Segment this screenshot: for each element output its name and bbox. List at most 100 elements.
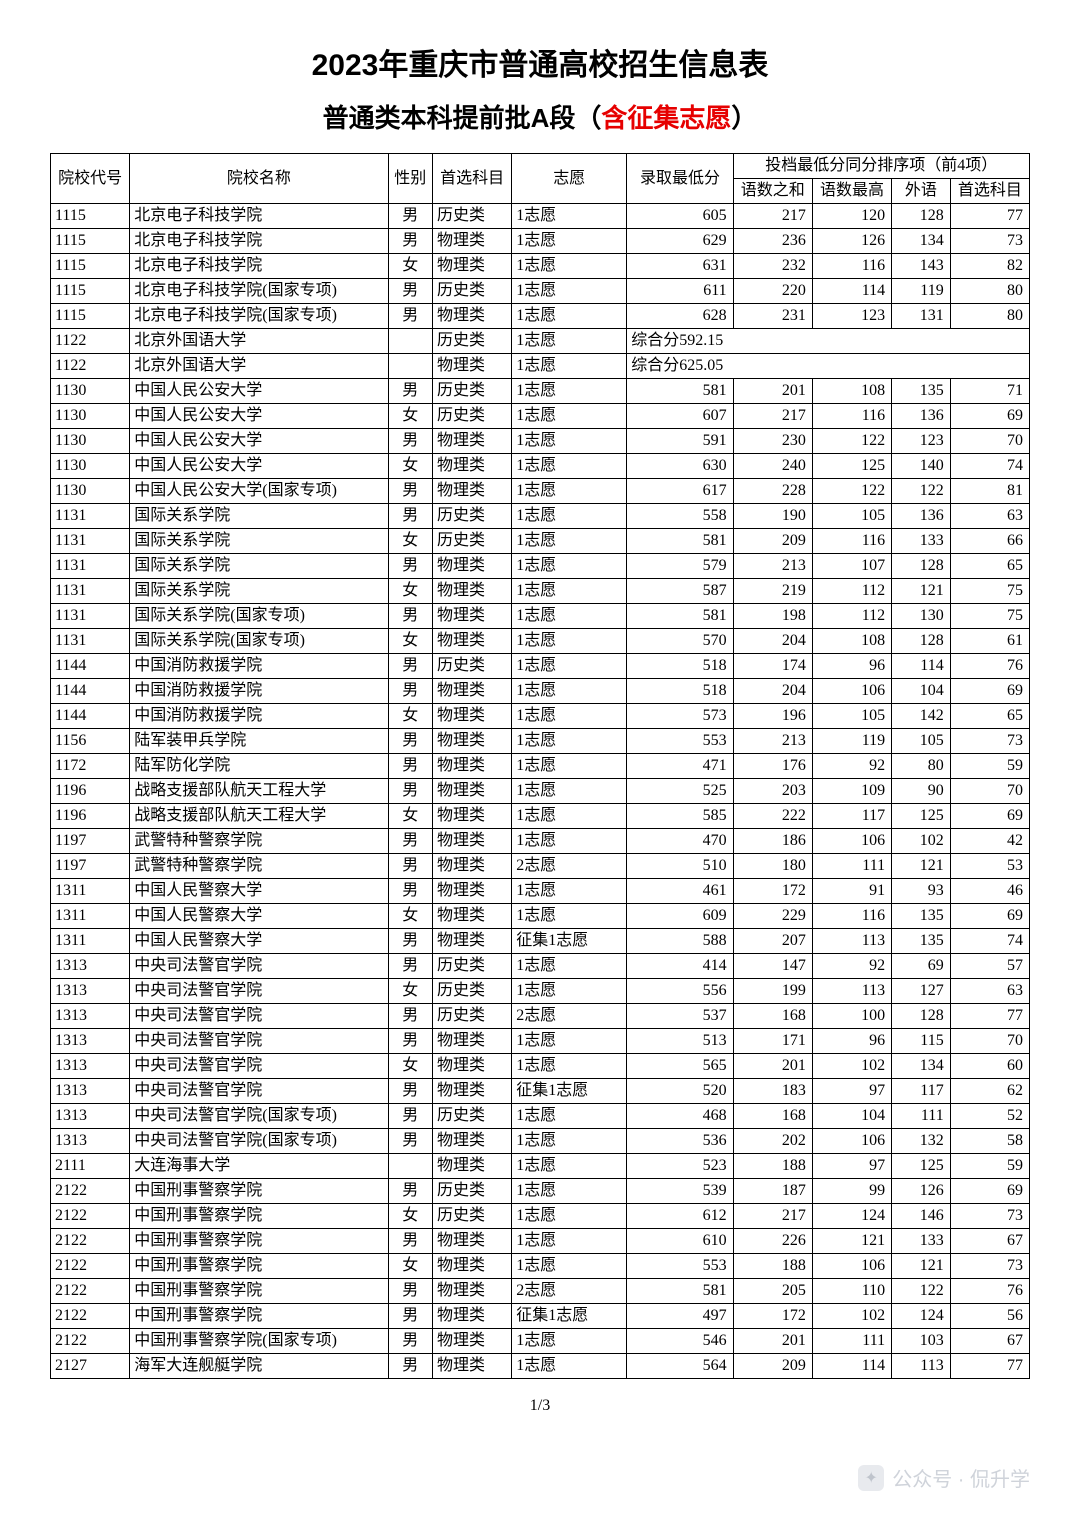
table-cell: 战略支援部队航天工程大学 — [130, 804, 388, 829]
table-row: 1313中央司法警官学院男物理类征集1志愿5201839711762 — [51, 1079, 1030, 1104]
title2-red: 含征集志愿 — [601, 103, 731, 133]
table-cell: 172 — [733, 879, 812, 904]
table-cell: 1志愿 — [512, 254, 627, 279]
table-cell: 536 — [627, 1129, 733, 1154]
table-cell: 中国刑事警察学院 — [130, 1304, 388, 1329]
table-row: 1197武警特种警察学院男物理类2志愿51018011112153 — [51, 854, 1030, 879]
table-cell: 历史类 — [433, 954, 512, 979]
th-s3: 外语 — [892, 179, 951, 204]
table-cell: 128 — [892, 1004, 951, 1029]
table-cell: 女 — [388, 704, 433, 729]
table-cell: 69 — [892, 954, 951, 979]
table-cell: 1122 — [51, 329, 130, 354]
table-cell: 女 — [388, 629, 433, 654]
table-cell: 1144 — [51, 704, 130, 729]
table-cell: 116 — [812, 404, 891, 429]
table-cell: 1131 — [51, 504, 130, 529]
table-cell: 525 — [627, 779, 733, 804]
table-cell: 66 — [950, 529, 1029, 554]
table-cell: 战略支援部队航天工程大学 — [130, 779, 388, 804]
table-row: 1311中国人民警察大学男物理类1志愿461172919346 — [51, 879, 1030, 904]
table-cell: 1313 — [51, 1029, 130, 1054]
table-cell: 110 — [812, 1279, 891, 1304]
table-cell: 77 — [950, 1004, 1029, 1029]
table-cell: 男 — [388, 1354, 433, 1379]
table-row: 2122中国刑事警察学院女物理类1志愿55318810612173 — [51, 1254, 1030, 1279]
table-cell: 1志愿 — [512, 829, 627, 854]
table-row: 1131国际关系学院女物理类1志愿58721911212175 — [51, 579, 1030, 604]
table-cell: 65 — [950, 704, 1029, 729]
table-cell: 1志愿 — [512, 629, 627, 654]
table-cell: 历史类 — [433, 404, 512, 429]
table-cell: 217 — [733, 404, 812, 429]
table-cell: 历史类 — [433, 504, 512, 529]
table-cell: 69 — [950, 904, 1029, 929]
table-cell: 1156 — [51, 729, 130, 754]
table-cell: 209 — [733, 1354, 812, 1379]
table-cell: 女 — [388, 1254, 433, 1279]
table-cell: 中央司法警官学院 — [130, 1004, 388, 1029]
table-row: 1197武警特种警察学院男物理类1志愿47018610610242 — [51, 829, 1030, 854]
table-cell: 物理类 — [433, 804, 512, 829]
table-cell: 176 — [733, 754, 812, 779]
table-row: 1311中国人民警察大学男物理类征集1志愿58820711313574 — [51, 929, 1030, 954]
table-cell: 133 — [892, 529, 951, 554]
table-cell: 1志愿 — [512, 1329, 627, 1354]
table-cell: 123 — [812, 304, 891, 329]
table-cell: 69 — [950, 1179, 1029, 1204]
table-cell: 男 — [388, 554, 433, 579]
page-title-2: 普通类本科提前批A段（含征集志愿） — [50, 98, 1030, 135]
table-cell: 1志愿 — [512, 1154, 627, 1179]
table-row: 1130中国人民公安大学(国家专项)男物理类1志愿61722812212281 — [51, 479, 1030, 504]
table-cell: 男 — [388, 729, 433, 754]
table-cell: 125 — [892, 804, 951, 829]
table-cell: 1志愿 — [512, 879, 627, 904]
table-cell: 征集1志愿 — [512, 929, 627, 954]
title2-prefix: 普通类本科提前批A段（ — [323, 103, 602, 133]
table-cell: 133 — [892, 1229, 951, 1254]
table-cell: 北京电子科技学院(国家专项) — [130, 279, 388, 304]
table-cell: 国际关系学院 — [130, 529, 388, 554]
table-cell: 103 — [892, 1329, 951, 1354]
table-cell: 1131 — [51, 629, 130, 654]
table-cell: 1志愿 — [512, 329, 627, 354]
table-cell: 历史类 — [433, 329, 512, 354]
table-cell: 46 — [950, 879, 1029, 904]
table-cell: 男 — [388, 754, 433, 779]
table-cell: 男 — [388, 1104, 433, 1129]
table-row: 2111大连海事大学物理类1志愿5231889712559 — [51, 1154, 1030, 1179]
table-row: 1313中央司法警官学院女物理类1志愿56520110213460 — [51, 1054, 1030, 1079]
table-cell: 物理类 — [433, 304, 512, 329]
table-cell: 108 — [812, 629, 891, 654]
table-cell: 518 — [627, 654, 733, 679]
table-cell: 147 — [733, 954, 812, 979]
table-cell: 海军大连舰艇学院 — [130, 1354, 388, 1379]
table-cell: 物理类 — [433, 729, 512, 754]
table-cell: 123 — [892, 429, 951, 454]
table-cell: 62 — [950, 1079, 1029, 1104]
table-row: 1313中央司法警官学院(国家专项)男物理类1志愿53620210613258 — [51, 1129, 1030, 1154]
table-cell: 女 — [388, 454, 433, 479]
table-cell: 611 — [627, 279, 733, 304]
table-cell: 628 — [627, 304, 733, 329]
table-cell: 117 — [812, 804, 891, 829]
table-cell: 中国人民公安大学 — [130, 429, 388, 454]
table-cell: 1志愿 — [512, 229, 627, 254]
table-cell: 男 — [388, 279, 433, 304]
table-cell: 1196 — [51, 804, 130, 829]
table-cell: 135 — [892, 904, 951, 929]
table-cell: 历史类 — [433, 979, 512, 1004]
table-cell: 物理类 — [433, 1354, 512, 1379]
page-title-1: 2023年重庆市普通高校招生信息表 — [50, 40, 1030, 84]
table-cell: 1130 — [51, 404, 130, 429]
table-cell: 中国刑事警察学院 — [130, 1204, 388, 1229]
table-cell: 226 — [733, 1229, 812, 1254]
table-cell: 男 — [388, 429, 433, 454]
table-cell: 陆军防化学院 — [130, 754, 388, 779]
table-cell: 北京电子科技学院(国家专项) — [130, 304, 388, 329]
table-row: 1144中国消防救援学院男历史类1志愿5181749611476 — [51, 654, 1030, 679]
table-row: 1131国际关系学院女历史类1志愿58120911613366 — [51, 529, 1030, 554]
table-cell: 1196 — [51, 779, 130, 804]
table-cell: 82 — [950, 254, 1029, 279]
table-cell: 1志愿 — [512, 529, 627, 554]
